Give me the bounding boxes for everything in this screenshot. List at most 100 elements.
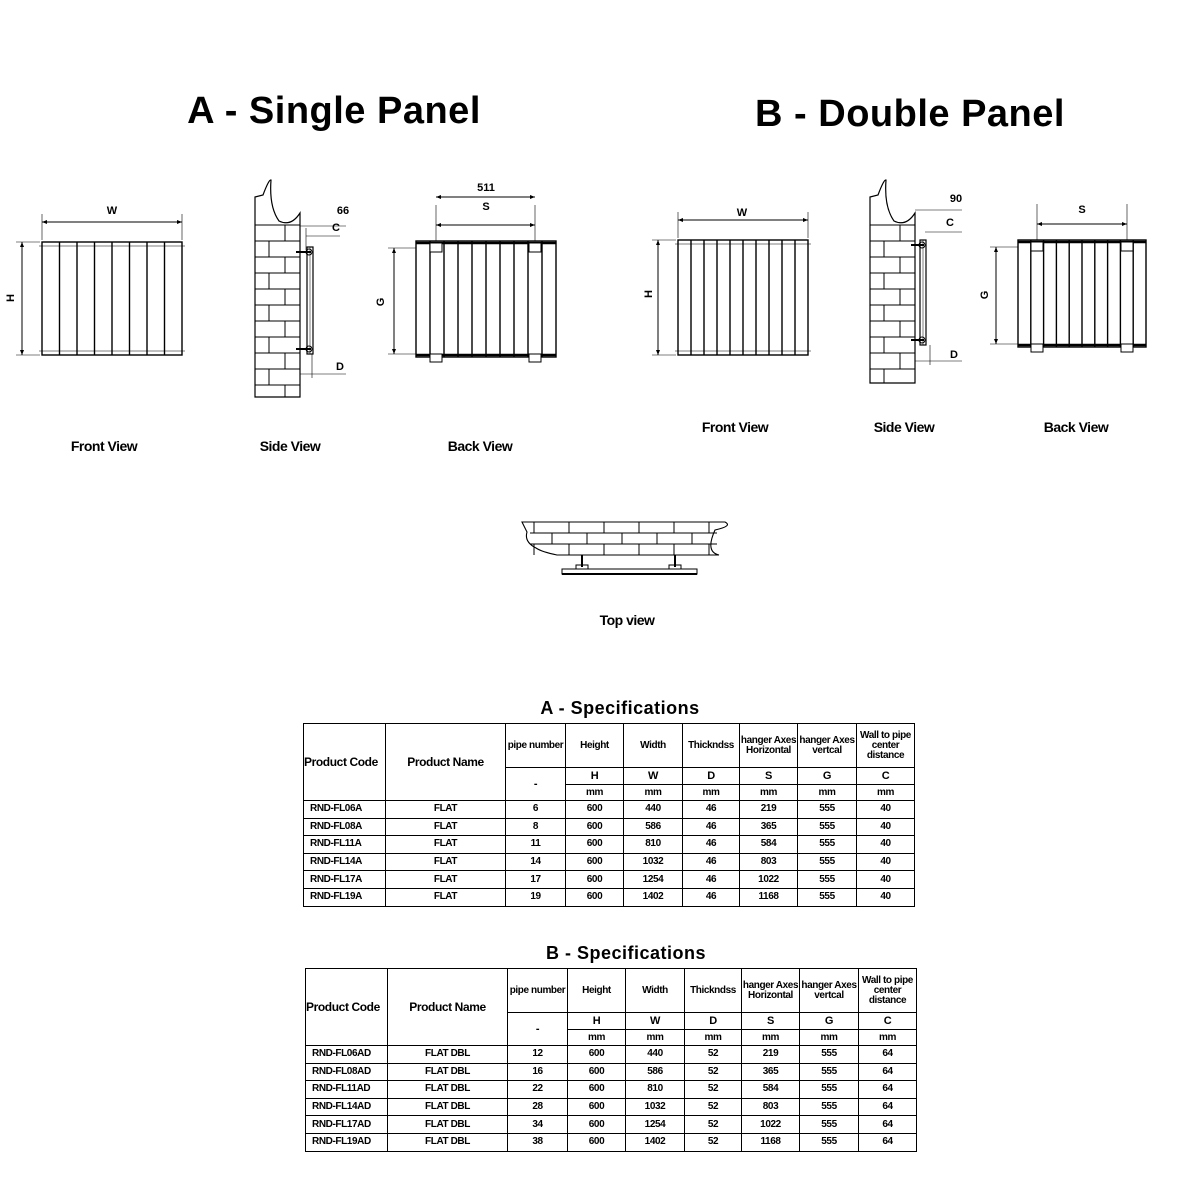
- table-row: RND-FL14AD FLAT DBL 28 600 1032 52 803 555 64: [305, 1097, 917, 1117]
- table-row: RND-FL11A FLAT 11 600 810 46 584 555 40: [303, 835, 915, 854]
- table-cell: 11: [505, 835, 566, 854]
- b-back-g-label: G: [979, 291, 991, 300]
- header-symbol: C: [856, 767, 915, 785]
- table-row: RND-FL19AD FLAT DBL 38 600 1402 52 1168 555 64: [305, 1132, 917, 1152]
- table-cell: 600: [567, 1097, 626, 1117]
- table-cell: FLAT DBL: [387, 1045, 508, 1064]
- a-side-bracket-bolt: [305, 248, 313, 256]
- header-symbol: W: [625, 1012, 685, 1030]
- table-cell: 64: [858, 1132, 917, 1152]
- table-cell: FLAT DBL: [387, 1080, 508, 1099]
- b-front-height-dimension-arrow: [656, 350, 660, 355]
- table-cell: 1254: [623, 870, 683, 889]
- table-cell: RND-FL14AD: [305, 1097, 388, 1117]
- table-cell: 46: [682, 852, 740, 872]
- header-product-code: Product Code: [305, 968, 388, 1046]
- header-product-name: Product Name: [387, 968, 508, 1046]
- table-cell: 600: [567, 1115, 626, 1134]
- table-cell: RND-FL19A: [303, 887, 386, 907]
- table-cell: 600: [565, 817, 624, 837]
- header-product-name: Product Name: [385, 723, 506, 801]
- table-cell: 52: [684, 1115, 742, 1134]
- table-cell: 52: [684, 1062, 742, 1082]
- b-back-hanger: [1120, 343, 1134, 353]
- a-back-span-value: 511: [477, 182, 495, 194]
- header-symbol: G: [797, 767, 857, 785]
- b-back-view-caption: Back View: [1044, 419, 1109, 435]
- b-back-s-label: S: [1078, 204, 1085, 216]
- header-symbol: H: [565, 767, 624, 785]
- a-side-wall-outline: [254, 179, 301, 398]
- table-cell: 1168: [741, 1132, 800, 1152]
- a-side-bracket-bolt: [305, 345, 313, 353]
- header-unit: mm: [684, 1029, 742, 1046]
- a-back-g-dimension-arrow: [392, 349, 396, 354]
- table-cell: 1032: [623, 852, 683, 872]
- header-unit: mm: [682, 784, 740, 801]
- header-unit: mm: [623, 784, 683, 801]
- table-cell: 8: [505, 817, 566, 837]
- top-bracket-plate: [668, 564, 682, 570]
- table-cell: 586: [623, 817, 683, 837]
- table-cell: FLAT DBL: [387, 1097, 508, 1117]
- table-cell: 34: [507, 1115, 568, 1134]
- header-column: Wall to pipe center distance: [858, 968, 917, 1013]
- header-symbol: C: [858, 1012, 917, 1030]
- a-back-hanger: [429, 353, 443, 363]
- header-column: hanger Axes Horizontal: [739, 723, 798, 768]
- table-cell: 555: [797, 852, 857, 872]
- table-cell: 40: [856, 887, 915, 907]
- table-row: RND-FL06AD FLAT DBL 12 600 440 52 219 555 64: [305, 1045, 917, 1064]
- header-column: Height: [567, 968, 626, 1013]
- header-symbol: H: [567, 1012, 626, 1030]
- header-symbol: G: [799, 1012, 859, 1030]
- b-front-width-label: W: [737, 207, 748, 219]
- header-column: hanger Axes Horizontal: [741, 968, 800, 1013]
- header-unit: mm: [567, 1029, 626, 1046]
- table-cell: 64: [858, 1097, 917, 1117]
- header-unit: mm: [739, 784, 798, 801]
- header-symbol: S: [741, 1012, 800, 1030]
- table-cell: 555: [799, 1132, 859, 1152]
- table-cell: 64: [858, 1045, 917, 1064]
- header-symbol: W: [623, 767, 683, 785]
- a-back-s-dimension-arrow: [530, 223, 535, 227]
- table-cell: 600: [567, 1080, 626, 1099]
- header-column: pipe number: [505, 723, 566, 768]
- table-cell: 17: [505, 870, 566, 889]
- table-cell: 803: [739, 852, 798, 872]
- table-cell: FLAT: [385, 852, 506, 872]
- table-cell: 600: [567, 1062, 626, 1082]
- a-front-width-dimension-arrow: [177, 220, 182, 224]
- table-cell: 600: [567, 1132, 626, 1152]
- table-row: RND-FL14A FLAT 14 600 1032 46 803 555 40: [303, 852, 915, 872]
- header-symbol: -: [507, 1012, 568, 1046]
- table-cell: 555: [797, 817, 857, 837]
- top-bracket-plate: [575, 564, 589, 570]
- table-cell: 440: [625, 1045, 685, 1064]
- header-column: Width: [625, 968, 685, 1013]
- table-cell: 64: [858, 1080, 917, 1099]
- table-cell: 440: [623, 800, 683, 819]
- b-side-bracket-bolt: [918, 336, 926, 344]
- table-cell: RND-FL11AD: [305, 1080, 388, 1099]
- table-cell: FLAT: [385, 870, 506, 889]
- spec-a-table: Product Code Product Name pipe number Heigh…: [303, 723, 915, 907]
- b-side-wall-outline: [869, 179, 916, 384]
- a-front-height-dimension-arrow: [20, 242, 24, 247]
- table-cell: 219: [741, 1045, 800, 1064]
- a-front-width-dimension-arrow: [42, 220, 47, 224]
- table-cell: 600: [565, 835, 624, 854]
- table-cell: 64: [858, 1115, 917, 1134]
- a-back-g-label: G: [375, 298, 387, 307]
- header-column: Height: [565, 723, 624, 768]
- b-side-view-caption: Side View: [874, 419, 935, 435]
- table-cell: 46: [682, 835, 740, 854]
- header-symbol: -: [505, 767, 566, 801]
- table-cell: 586: [625, 1062, 685, 1082]
- table-cell: 600: [567, 1045, 626, 1064]
- table-cell: RND-FL17A: [303, 870, 386, 889]
- header-column: hanger Axes vertcal: [797, 723, 857, 768]
- header-column: Thickndss: [684, 968, 742, 1013]
- table-cell: 1402: [623, 887, 683, 907]
